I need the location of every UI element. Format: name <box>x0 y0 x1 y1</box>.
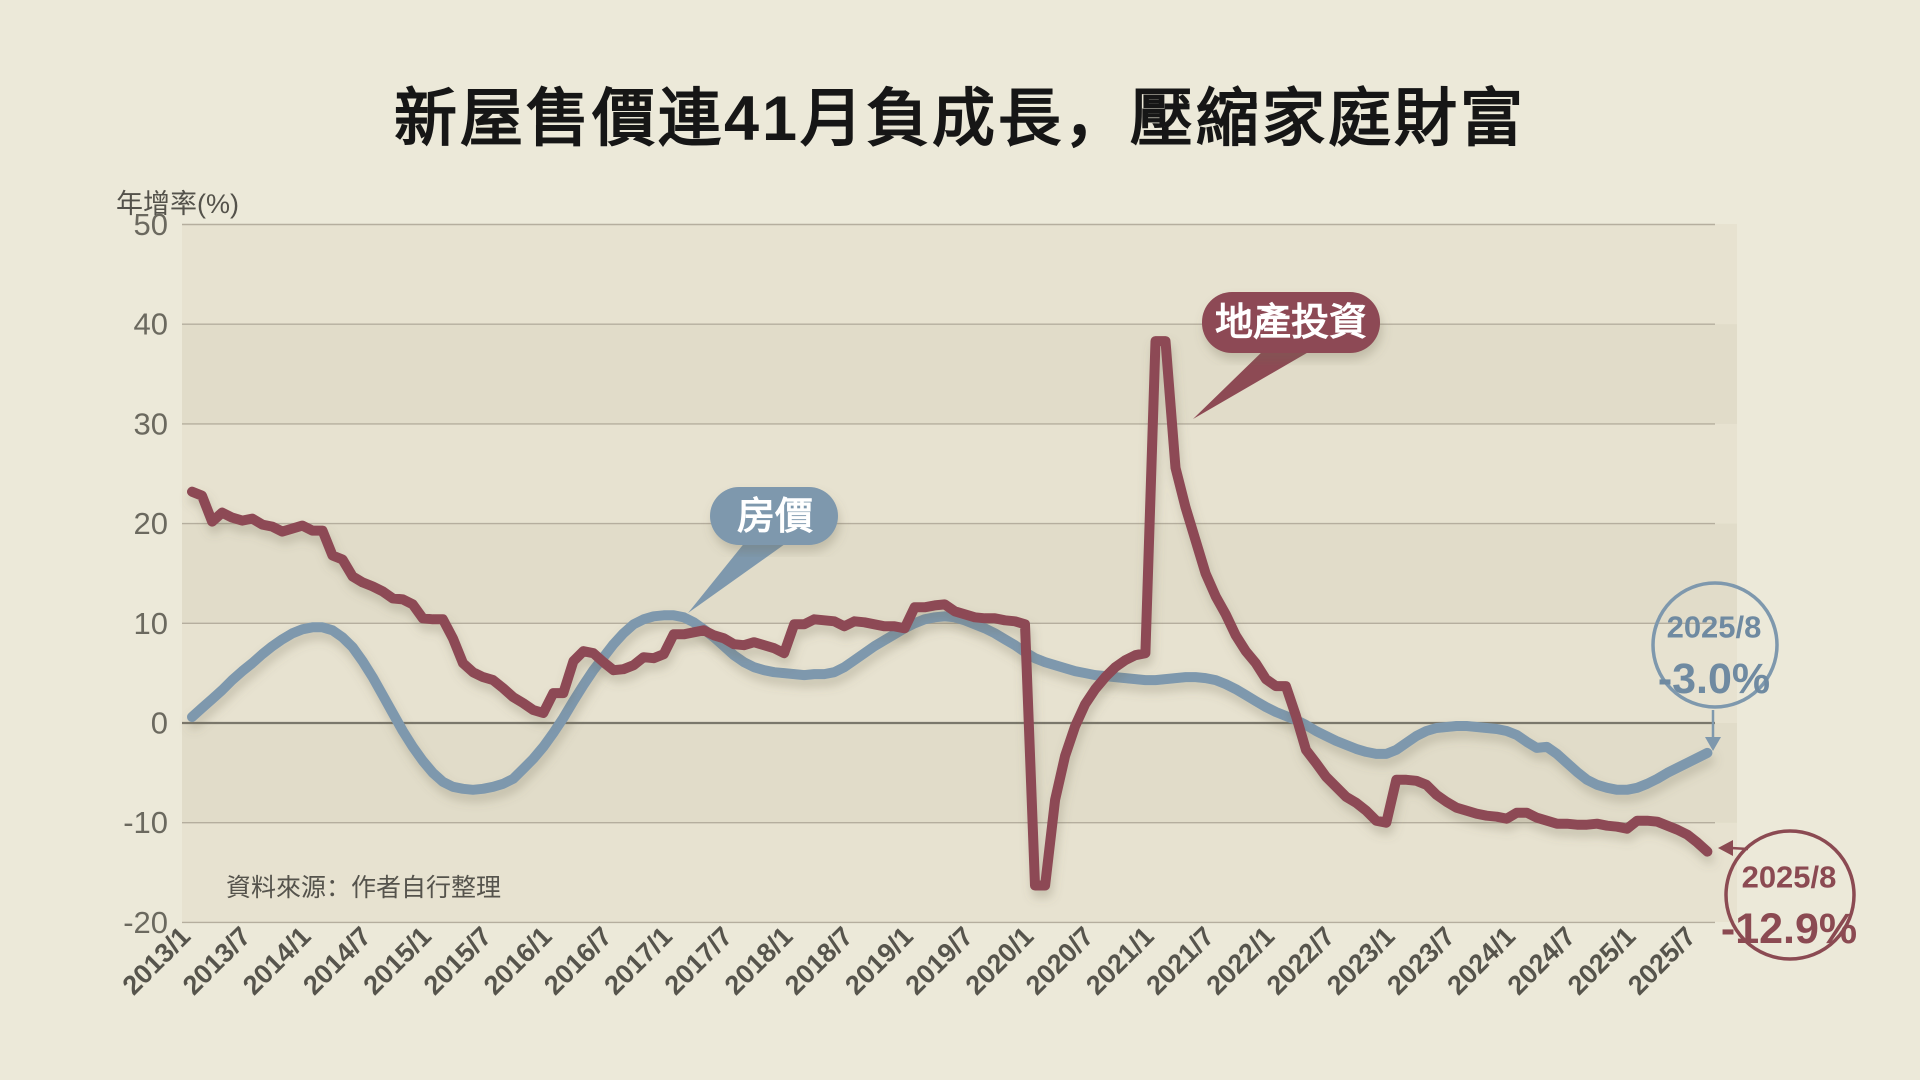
source-note: 資料來源：作者自行整理 <box>226 874 502 902</box>
x-tick-label: 2021/7 <box>1140 921 1220 1001</box>
x-tick-label: 2019/7 <box>899 921 979 1001</box>
left-arrow-line <box>1730 846 1749 851</box>
x-tick-label: 2020/1 <box>960 921 1040 1001</box>
x-tick-label: 2014/1 <box>237 921 317 1001</box>
endpoint-annotation-investment: 2025/8 -12.9% <box>1718 829 1857 961</box>
x-tick-label: 2013/7 <box>177 921 257 1001</box>
page-title: 新屋售價連41月負成長，壓縮家庭財富 <box>393 84 1527 154</box>
annotation-circle <box>1651 581 1779 709</box>
x-tick-label: 2025/7 <box>1622 921 1702 1001</box>
endpoint-date: 2025/8 <box>1742 860 1837 895</box>
x-tick-label: 2015/7 <box>418 921 498 1001</box>
x-tick-label: 2024/1 <box>1441 921 1521 1001</box>
endpoint-value: -3.0% <box>1658 655 1770 703</box>
series-label-house-price: 房價 <box>737 496 813 538</box>
bubble-tail <box>688 539 792 613</box>
annotation-circle <box>1724 829 1856 961</box>
plot-band <box>182 523 1737 624</box>
bubble-body <box>710 487 838 545</box>
y-tick-label: 50 <box>134 207 168 242</box>
x-tick-label: 2019/1 <box>839 921 919 1001</box>
series-label-house-price-bubble: 房價 <box>688 487 838 613</box>
y-axis-title: 年增率(%) <box>116 189 239 219</box>
x-tick-label: 2015/1 <box>358 921 438 1001</box>
left-arrow-icon <box>1718 840 1733 856</box>
x-tick-label: 2025/1 <box>1562 921 1642 1001</box>
x-tick-label: 2018/1 <box>719 921 799 1001</box>
y-tick-label: 0 <box>151 706 168 741</box>
endpoint-date: 2025/8 <box>1667 610 1762 645</box>
investment-line <box>187 336 1713 891</box>
x-tick-label: 2023/1 <box>1321 921 1401 1001</box>
y-tick-label: 10 <box>134 606 168 641</box>
plot-band <box>182 723 1737 823</box>
bubble-tail <box>1193 348 1312 419</box>
bubble-body <box>1202 292 1380 353</box>
x-tick-label: 2014/7 <box>297 921 377 1001</box>
x-tick-label: 2017/1 <box>598 921 678 1001</box>
y-tick-label: 30 <box>134 406 168 441</box>
x-tick-label: 2022/7 <box>1261 921 1341 1001</box>
y-tick-label: -10 <box>123 805 168 840</box>
endpoint-value: -12.9% <box>1721 905 1857 953</box>
x-tick-label: 2021/1 <box>1080 921 1160 1001</box>
y-tick-label: 40 <box>134 307 168 342</box>
x-tick-label: 2024/7 <box>1502 921 1582 1001</box>
x-tick-label: 2016/7 <box>538 921 618 1001</box>
y-tick-label: -20 <box>123 905 168 940</box>
down-arrow-icon <box>1705 737 1721 751</box>
series-label-investment-bubble: 地產投資 <box>1193 292 1380 419</box>
x-tick-label: 2018/7 <box>779 921 859 1001</box>
y-tick-label: 20 <box>134 506 168 541</box>
x-tick-label: 2016/1 <box>478 921 558 1001</box>
plot-band <box>182 324 1737 424</box>
plot-area <box>182 224 1737 922</box>
house-price-line <box>187 610 1713 795</box>
x-tick-label: 2017/7 <box>659 921 739 1001</box>
endpoint-annotation-house-price: 2025/8 -3.0% <box>1651 581 1779 751</box>
x-tick-label: 2022/1 <box>1201 921 1281 1001</box>
series-label-investment: 地產投資 <box>1215 301 1367 344</box>
x-tick-label: 2023/7 <box>1381 921 1461 1001</box>
x-tick-label: 2020/7 <box>1020 921 1100 1001</box>
